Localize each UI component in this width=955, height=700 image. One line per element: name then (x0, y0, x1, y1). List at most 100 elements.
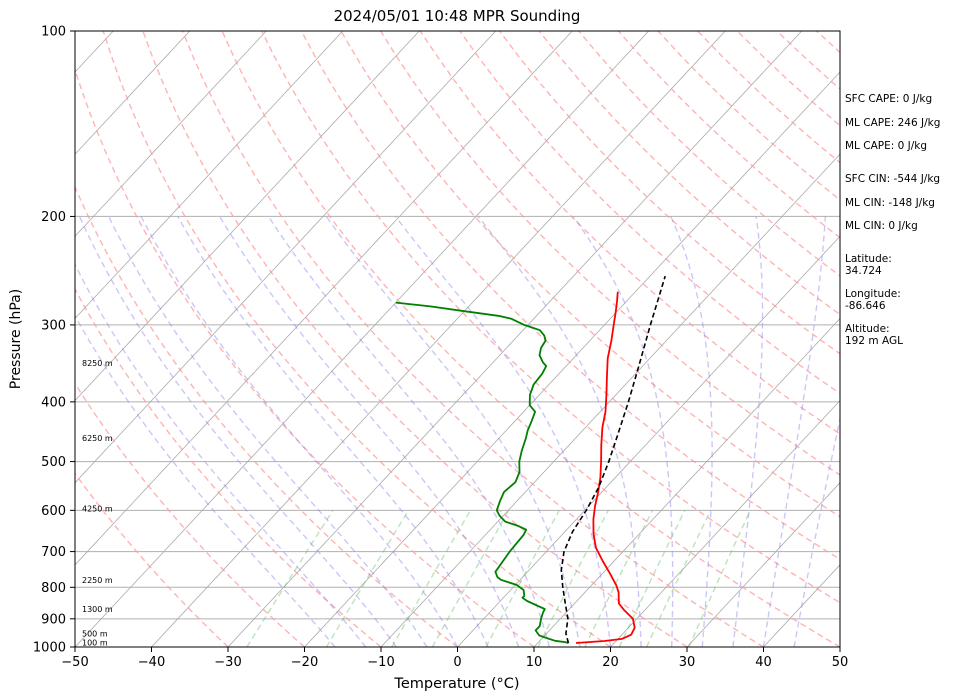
isotherm-line (227, 31, 803, 647)
height-label: 4250 m (82, 505, 113, 514)
x-tick-label: 40 (755, 655, 772, 670)
dry-adiabat (221, 31, 840, 647)
pressure-gridlines (75, 31, 840, 647)
y-tick-label: 500 (41, 455, 66, 470)
dewpoint-trace (395, 301, 569, 644)
altitude-value: 192 m AGL (845, 335, 903, 347)
moist-adiabat (140, 216, 459, 647)
y-tick-label: 800 (41, 581, 66, 596)
mixing-ratio-line (584, 509, 654, 647)
mixing-ratio-line (485, 509, 560, 647)
isotherm-line (75, 31, 420, 402)
moist-adiabat (108, 216, 428, 647)
mixing-ratio-line (431, 509, 510, 647)
x-tick-label: 0 (453, 655, 461, 670)
x-tick-label: 30 (679, 655, 696, 670)
isotherm-line (533, 317, 840, 647)
mixing-ratio-line (645, 510, 712, 647)
dry-adiabat (75, 472, 229, 647)
mixing-ratio-line (688, 510, 751, 647)
sfc-cape-text: SFC CAPE: 0 J/kg (845, 93, 932, 105)
isotherm-line (380, 153, 840, 647)
dry-adiabat (75, 185, 458, 647)
plot-frame (74, 30, 841, 648)
height-label: 6250 m (82, 434, 113, 443)
dry-adiabat (261, 31, 840, 604)
moist-adiabat (78, 216, 397, 647)
y-tick-label: 200 (41, 210, 66, 225)
moist-adiabat (219, 216, 520, 647)
dry-adiabat (498, 31, 840, 355)
isotherm-line (75, 31, 573, 566)
side-panel: SFC CAPE: 0 J/kg ML CAPE: 246 J/kg ML CA… (845, 93, 940, 347)
x-tick-label: 20 (602, 655, 619, 670)
moist-adiabat (477, 215, 642, 647)
moist-adiabat (75, 314, 336, 647)
y-tick-label: 400 (41, 395, 66, 410)
isotherm-line (304, 71, 840, 647)
latitude-label: Latitude: (845, 253, 892, 265)
x-axis-label: Temperature (°C) (393, 676, 519, 692)
moist-adiabats (75, 215, 840, 647)
dry-adiabat (102, 31, 611, 647)
sounding-traces (395, 275, 666, 644)
temperature-trace (575, 291, 636, 644)
dry-adiabat (75, 382, 305, 647)
height-label: 500 m (82, 629, 108, 638)
ml-cin-text: ML CIN: -148 J/kg (845, 197, 935, 209)
isotherm-line (75, 31, 650, 647)
mixing-ratio-lines (246, 509, 751, 647)
mixing-ratio-line (325, 509, 410, 647)
longitude-value: -86.646 (845, 300, 886, 312)
x-tick-label: −20 (291, 655, 318, 670)
mixing-ratio-line (618, 509, 686, 647)
moist-adiabat (394, 215, 612, 647)
moist-adiabat (732, 216, 764, 647)
isotherm-line (686, 482, 840, 647)
dry-adiabat (75, 67, 535, 647)
height-label: 8250 m (82, 359, 113, 368)
mixing-ratio-line (246, 509, 334, 647)
ml-cin-text-2: ML CIN: 0 J/kg (845, 220, 918, 232)
isotherm-line (610, 400, 840, 647)
dry-adiabat (75, 287, 382, 647)
skewed-isotherms (75, 31, 840, 647)
latitude-value: 34.724 (845, 265, 882, 277)
parcel-trace (560, 275, 666, 644)
y-tick-label: 300 (41, 318, 66, 333)
dry-adiabat (181, 31, 764, 647)
x-tick-label: −10 (367, 655, 394, 670)
y-tick-label: 600 (41, 504, 66, 519)
x-axis: −50 −40 −30 −20 −10 0 10 20 30 40 50 (61, 647, 848, 670)
x-tick-label: −30 (214, 655, 241, 670)
x-tick-label: −50 (61, 655, 88, 670)
chart-title: 2024/05/01 10:48 MPR Sounding (334, 7, 581, 25)
ml-cape-text-2: ML CAPE: 0 J/kg (845, 140, 927, 152)
isotherm-line (75, 31, 267, 237)
isotherm-line (75, 31, 497, 484)
y-tick-label: 1000 (33, 641, 66, 656)
isotherm-line (75, 31, 344, 320)
moist-adiabat (670, 216, 713, 647)
altitude-label: Altitude: (845, 323, 890, 335)
ml-cape-text: ML CAPE: 246 J/kg (845, 117, 940, 129)
mixing-ratio-line (391, 509, 472, 647)
height-label: 2250 m (82, 576, 113, 585)
moist-adiabat (177, 216, 489, 647)
moist-adiabat (793, 415, 840, 647)
isotherm-line (457, 235, 840, 647)
dry-adiabat (300, 31, 840, 561)
dry-adiabat (538, 31, 840, 316)
isotherm-line (75, 31, 191, 155)
sfc-cin-text: SFC CIN: -544 J/kg (845, 173, 940, 185)
y-axis-label: Pressure (hPa) (8, 289, 24, 389)
moist-adiabat (325, 215, 581, 647)
dry-adiabats (75, 31, 840, 647)
x-tick-label: 10 (526, 655, 543, 670)
y-tick-label: 900 (41, 612, 66, 627)
y-tick-label: 100 (41, 25, 66, 40)
longitude-label: Longitude: (845, 288, 901, 300)
